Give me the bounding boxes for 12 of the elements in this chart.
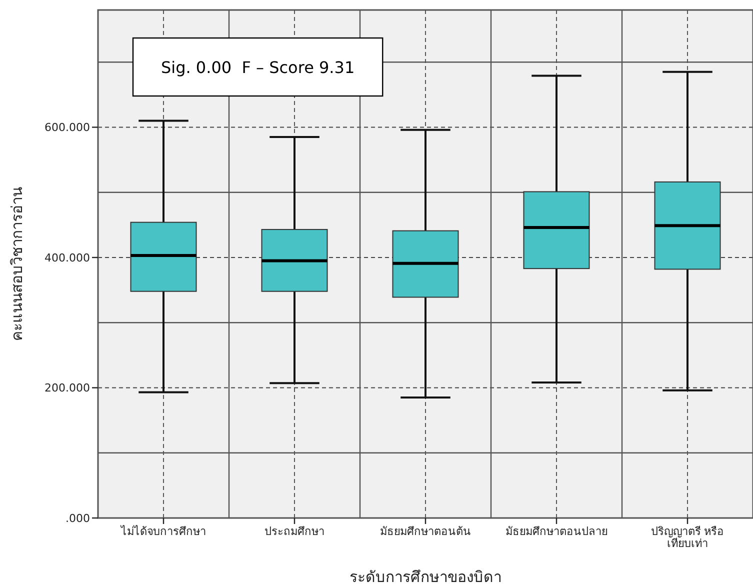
x-tick-label: ประถมศึกษา [264,525,324,538]
x-axis-title: ระดับการศึกษาของบิดา [350,568,502,586]
x-tick-label: ไม่ได้จบการศึกษา [120,525,206,538]
x-tick-label: มัธยมศึกษาตอนปลาย [506,525,608,538]
x-tick-label: มัธยมศึกษาตอนต้น [380,525,471,538]
y-tick-label: 600.000 [44,121,90,134]
annotation: Sig. 0.00 F – Score 9.31 [161,58,355,77]
y-tick-label: .000 [66,512,90,525]
y-tick-label: 400.000 [44,251,90,264]
y-axis-title: คะแนนสอบวิชาการอ่าน [8,187,26,341]
y-tick-label: 200.000 [44,382,90,395]
x-tick-label: ปริญญาตรี หรือ เทียบเท่า [650,525,724,550]
